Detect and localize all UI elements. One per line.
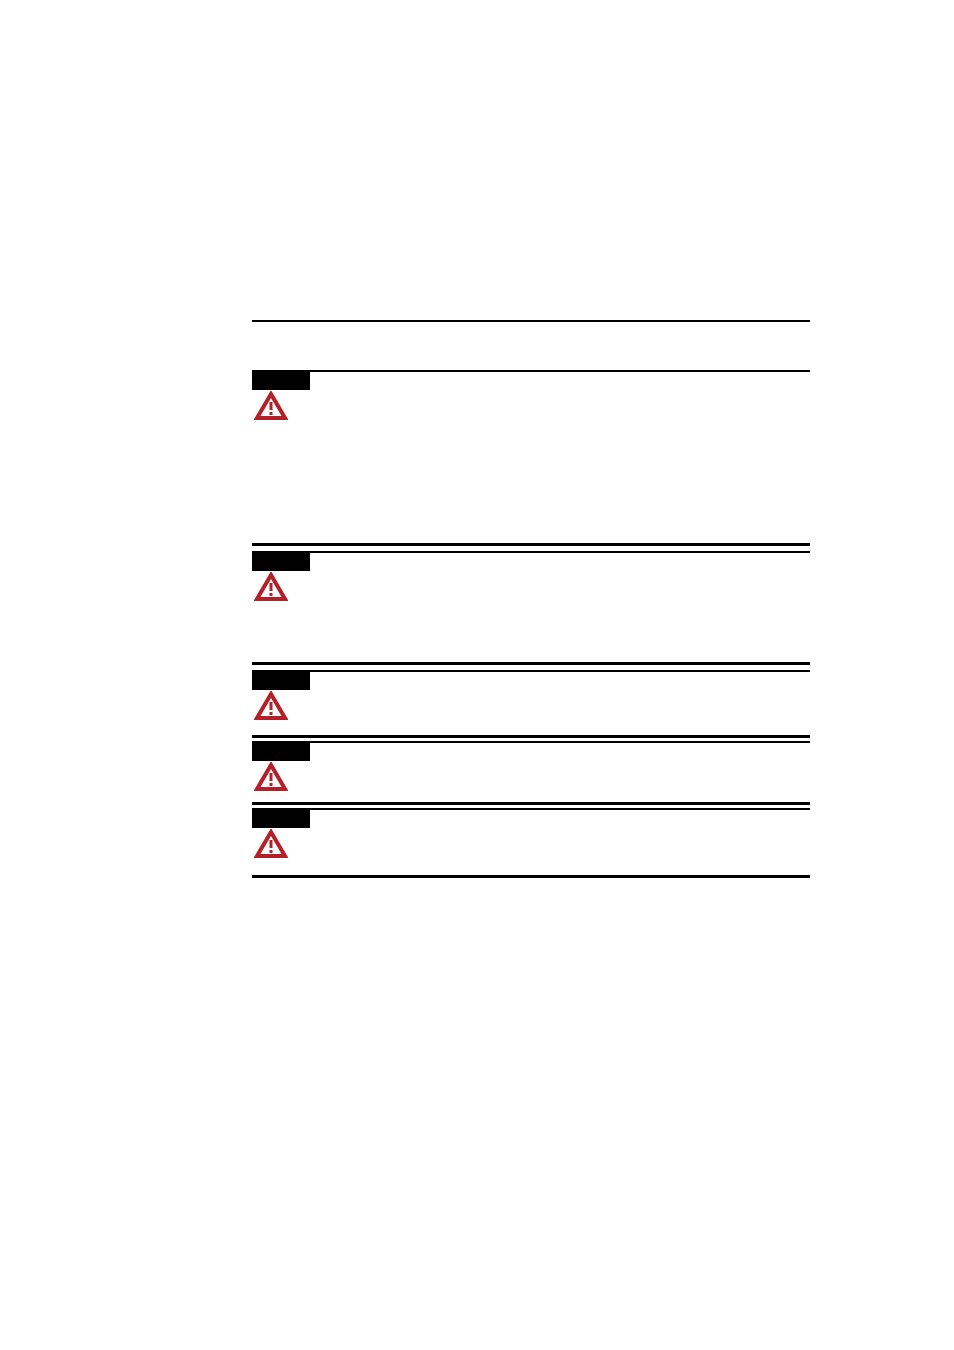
warning-body	[252, 602, 810, 662]
divider-rule-thick	[252, 875, 810, 878]
warning-body	[252, 792, 810, 802]
warning-icon	[254, 762, 810, 792]
divider-rule	[252, 320, 810, 322]
divider-rule	[252, 741, 810, 743]
divider-rule	[252, 370, 810, 372]
warning-header-tab	[252, 672, 310, 690]
warning-header-tab	[252, 553, 310, 571]
warning-body	[252, 421, 810, 543]
divider-rule	[252, 551, 810, 553]
divider-rule-thick	[252, 802, 810, 805]
warning-body	[252, 859, 810, 875]
divider-rule	[252, 670, 810, 672]
warning-block	[252, 741, 810, 805]
warning-body	[252, 721, 810, 735]
warning-header-tab	[252, 372, 310, 390]
warning-block	[252, 551, 810, 665]
warning-icon	[254, 691, 810, 721]
warning-header-tab	[252, 743, 310, 761]
warning-icon	[254, 829, 810, 859]
divider-rule	[252, 808, 810, 810]
warning-icon	[254, 391, 810, 421]
divider-rule-thick	[252, 662, 810, 665]
divider-rule-thick	[252, 543, 810, 546]
divider-rule-thick	[252, 735, 810, 738]
warning-block	[252, 808, 810, 878]
page-content	[252, 320, 810, 878]
warning-block	[252, 670, 810, 738]
warning-block	[252, 370, 810, 546]
warning-icon	[254, 572, 810, 602]
warning-header-tab	[252, 810, 310, 828]
